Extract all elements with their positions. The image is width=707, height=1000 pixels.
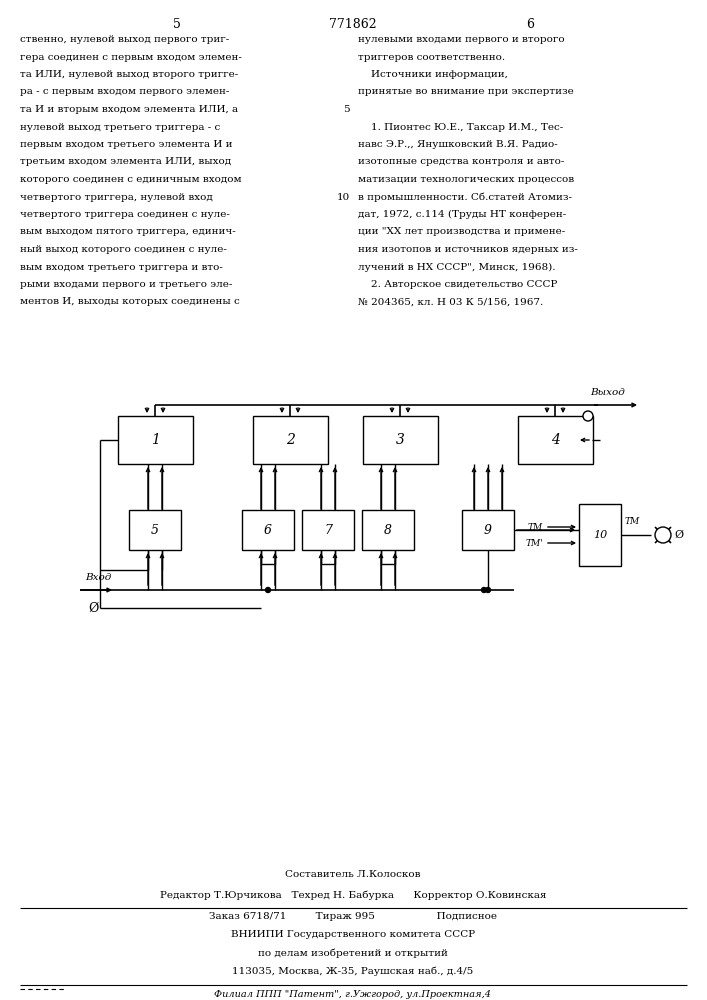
Text: четвертого триггера, нулевой вход: четвертого триггера, нулевой вход (20, 192, 213, 202)
Bar (579, 504, 621, 566)
Bar (362, 510, 414, 550)
Text: 771862: 771862 (329, 18, 377, 31)
Text: гера соединен с первым входом элемен-: гера соединен с первым входом элемен- (20, 52, 242, 62)
Text: 7: 7 (324, 524, 332, 536)
Text: 8: 8 (384, 524, 392, 536)
Text: ственно, нулевой выход первого триг-: ственно, нулевой выход первого триг- (20, 35, 229, 44)
Text: первым входом третьего элемента И и: первым входом третьего элемента И и (20, 140, 233, 149)
Text: рыми входами первого и третьего эле-: рыми входами первого и третьего эле- (20, 280, 233, 289)
Text: 5: 5 (173, 18, 181, 31)
Bar (518, 416, 592, 464)
Text: третьим входом элемента ИЛИ, выход: третьим входом элемента ИЛИ, выход (20, 157, 231, 166)
Text: 10: 10 (337, 192, 350, 202)
Text: 9: 9 (484, 524, 492, 536)
Text: лучений в НХ СССР", Минск, 1968).: лучений в НХ СССР", Минск, 1968). (358, 262, 556, 272)
Text: ТМ': ТМ' (525, 538, 543, 548)
Circle shape (481, 587, 486, 592)
Text: 5: 5 (151, 524, 159, 536)
Bar (462, 510, 514, 550)
Text: Редактор Т.Юрчикова   Техред Н. Бабурка      Корректор О.Ковинская: Редактор Т.Юрчикова Техред Н. Бабурка Ко… (160, 890, 547, 900)
Circle shape (266, 587, 271, 592)
Text: ра - с первым входом первого элемен-: ра - с первым входом первого элемен- (20, 88, 229, 97)
Text: которого соединен с единичным входом: которого соединен с единичным входом (20, 175, 242, 184)
Text: ния изотопов и источников ядерных из-: ния изотопов и источников ядерных из- (358, 245, 578, 254)
Text: Ø: Ø (88, 602, 98, 615)
Text: Вход: Вход (85, 573, 112, 582)
Text: ТМ: ТМ (527, 522, 543, 532)
Text: изотопные средства контроля и авто-: изотопные средства контроля и авто- (358, 157, 564, 166)
Text: 6: 6 (264, 524, 272, 536)
Text: 4: 4 (551, 433, 559, 447)
Text: 113035, Москва, Ж-35, Раушская наб., д.4/5: 113035, Москва, Ж-35, Раушская наб., д.4… (233, 966, 474, 976)
Text: вым выходом пятого триггера, единич-: вым выходом пятого триггера, единич- (20, 228, 235, 236)
Bar (252, 416, 327, 464)
Circle shape (583, 411, 593, 421)
Text: та ИЛИ, нулевой выход второго тригге-: та ИЛИ, нулевой выход второго тригге- (20, 70, 238, 79)
Text: 1: 1 (151, 433, 160, 447)
Bar (302, 510, 354, 550)
Text: 2. Авторское свидетельство СССР: 2. Авторское свидетельство СССР (358, 280, 557, 289)
Text: Составитель Л.Колосков: Составитель Л.Колосков (285, 870, 421, 879)
Text: по делам изобретений и открытий: по делам изобретений и открытий (258, 948, 448, 958)
Text: ВНИИПИ Государственного комитета СССР: ВНИИПИ Государственного комитета СССР (231, 930, 475, 939)
Circle shape (655, 527, 671, 543)
Text: 2: 2 (286, 433, 294, 447)
Text: та И и вторым входом элемента ИЛИ, а: та И и вторым входом элемента ИЛИ, а (20, 105, 238, 114)
Text: дат, 1972, с.114 (Труды НТ конферен-: дат, 1972, с.114 (Труды НТ конферен- (358, 210, 566, 219)
Text: 3: 3 (395, 433, 404, 447)
Bar (129, 510, 181, 550)
Text: Филиал ППП "Патент", г.Ужгород, ул.Проектная,4: Филиал ППП "Патент", г.Ужгород, ул.Проек… (214, 990, 491, 999)
Text: четвертого триггера соединен с нуле-: четвертого триггера соединен с нуле- (20, 210, 230, 219)
Bar (117, 416, 192, 464)
Text: матизации технологических процессов: матизации технологических процессов (358, 175, 574, 184)
Text: Выход: Выход (590, 388, 625, 397)
Bar (363, 416, 438, 464)
Text: Заказ 6718/71         Тираж 995                   Подписное: Заказ 6718/71 Тираж 995 Подписное (209, 912, 497, 921)
Text: вым входом третьего триггера и вто-: вым входом третьего триггера и вто- (20, 262, 223, 271)
Text: 6: 6 (526, 18, 534, 31)
Text: нулевой выход третьего триггера - с: нулевой выход третьего триггера - с (20, 122, 221, 131)
Text: ментов И, выходы которых соединены с: ментов И, выходы которых соединены с (20, 298, 240, 306)
Text: триггеров соответственно.: триггеров соответственно. (358, 52, 505, 62)
Circle shape (486, 587, 491, 592)
Text: принятые во внимание при экспертизе: принятые во внимание при экспертизе (358, 88, 574, 97)
Text: 1. Пионтес Ю.Е., Таксар И.М., Тес-: 1. Пионтес Ю.Е., Таксар И.М., Тес- (358, 122, 563, 131)
Text: ции "ХХ лет производства и примене-: ции "ХХ лет производства и примене- (358, 228, 566, 236)
Bar (242, 510, 294, 550)
Text: Источники информации,: Источники информации, (358, 70, 508, 79)
Text: ный выход которого соединен с нуле-: ный выход которого соединен с нуле- (20, 245, 227, 254)
Text: 5: 5 (344, 105, 350, 114)
Text: ТМ: ТМ (625, 516, 641, 526)
Text: в промышленности. Сб.статей Атомиз-: в промышленности. Сб.статей Атомиз- (358, 192, 572, 202)
Text: № 204365, кл. Н 03 К 5/156, 1967.: № 204365, кл. Н 03 К 5/156, 1967. (358, 298, 543, 306)
Text: навс Э.Р.,, Янушковский В.Я. Радио-: навс Э.Р.,, Янушковский В.Я. Радио- (358, 140, 558, 149)
Text: нулевыми входами первого и второго: нулевыми входами первого и второго (358, 35, 565, 44)
Text: 10: 10 (593, 530, 607, 540)
Text: Ø: Ø (674, 530, 683, 540)
